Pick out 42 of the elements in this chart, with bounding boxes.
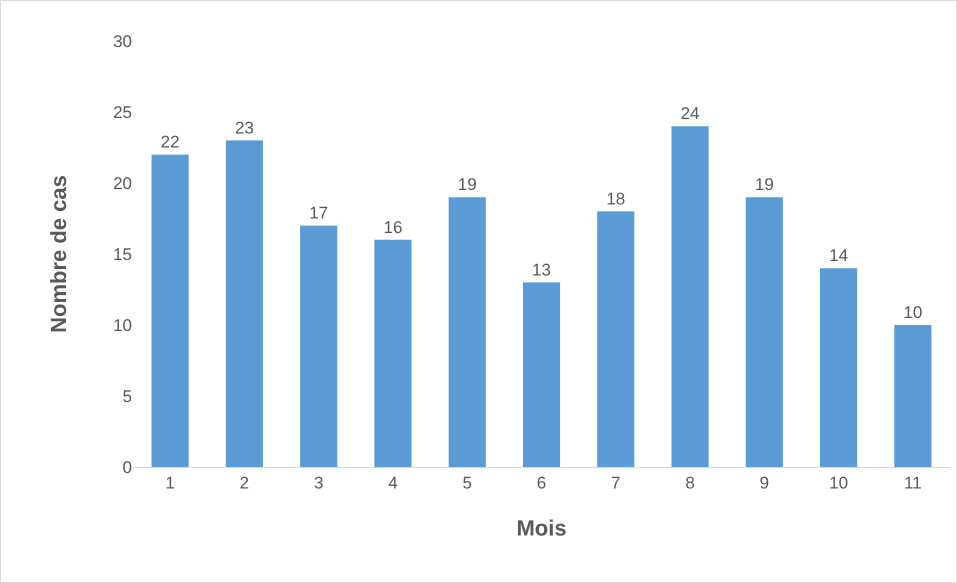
bar	[448, 197, 486, 467]
data-label: 19	[754, 175, 774, 194]
y-tick-label: 30	[113, 32, 132, 51]
data-label: 23	[234, 118, 254, 138]
bar	[374, 240, 412, 467]
x-tick-label: 4	[388, 473, 398, 492]
bar	[226, 140, 263, 467]
bar	[671, 126, 709, 467]
x-tick-label: 3	[314, 473, 324, 492]
data-label: 19	[458, 175, 477, 194]
y-tick-label: 25	[113, 102, 132, 122]
x-tick-label: 6	[536, 473, 546, 492]
bar	[522, 282, 560, 467]
data-label: 13	[532, 260, 551, 280]
y-axis-title: Nombre de cas	[46, 175, 71, 333]
x-tick-label: 1	[165, 473, 175, 492]
x-tick-label: 5	[462, 473, 472, 492]
data-label: 17	[309, 204, 328, 223]
x-tick-label: 10	[829, 473, 848, 492]
bar	[746, 197, 783, 467]
bar	[894, 325, 932, 467]
x-axis-title: Mois	[516, 515, 567, 540]
bar	[300, 226, 338, 467]
x-tick-label: 11	[904, 473, 922, 492]
x-tick-label: 2	[240, 473, 250, 492]
bar	[820, 268, 858, 467]
y-tick-label: 10	[113, 316, 132, 335]
data-label: 10	[903, 303, 922, 322]
data-label: 22	[160, 132, 180, 152]
y-tick-label: 5	[122, 386, 132, 406]
data-label: 16	[383, 218, 402, 237]
x-tick-label: 9	[760, 473, 770, 492]
bar	[597, 211, 634, 467]
x-tick-label: 8	[685, 473, 695, 492]
data-label: 14	[829, 246, 848, 266]
y-tick-label: 15	[113, 244, 132, 264]
y-tick-label: 0	[122, 458, 132, 477]
data-label: 18	[606, 189, 626, 208]
bar	[152, 154, 189, 467]
x-tick-label: 7	[611, 473, 621, 492]
y-tick-label: 20	[113, 174, 132, 193]
data-label: 24	[680, 104, 700, 124]
